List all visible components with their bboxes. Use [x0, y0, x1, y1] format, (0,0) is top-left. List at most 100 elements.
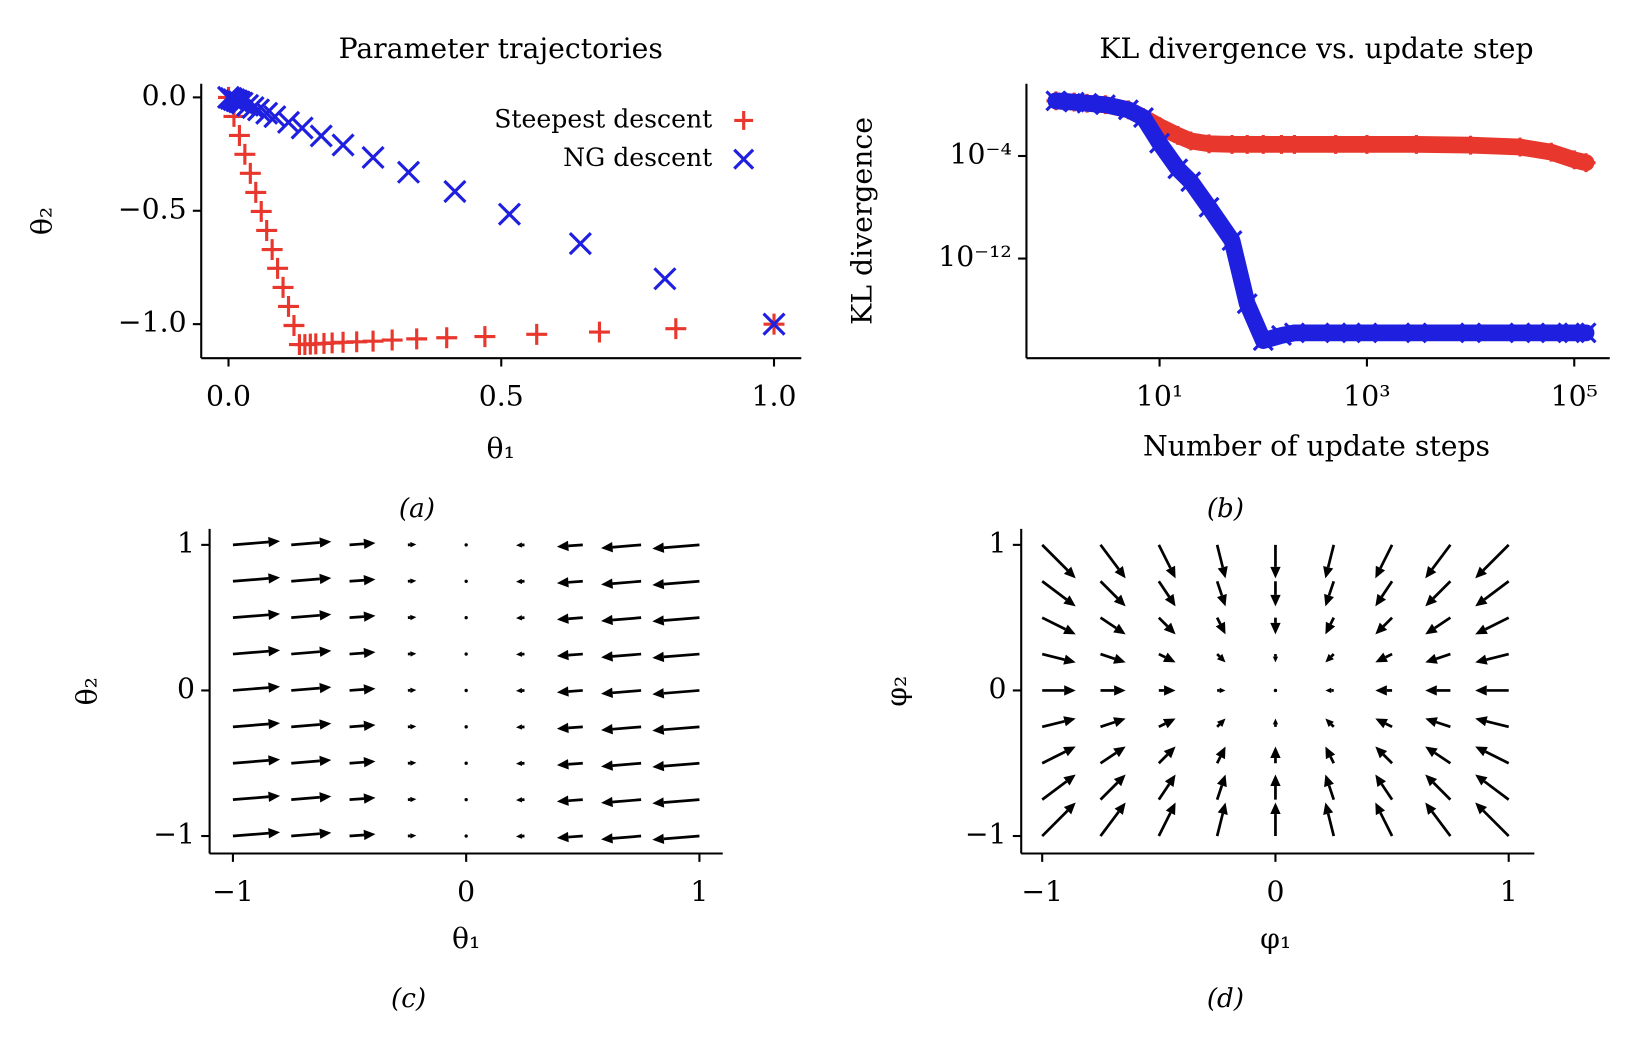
arrow-head: [1324, 593, 1334, 607]
marker: [1357, 134, 1377, 154]
arrow: [516, 724, 525, 730]
arrow-head: [1323, 565, 1334, 579]
marker: [1405, 322, 1427, 344]
arrow-head: [1475, 595, 1488, 607]
marker: [1221, 230, 1243, 252]
arrow: [349, 647, 376, 659]
arrow-shaft: [1099, 781, 1119, 801]
arrow: [601, 760, 642, 771]
arrow: [601, 614, 642, 626]
arrow-head: [1216, 593, 1227, 607]
arrow: [1375, 802, 1394, 837]
marker: [1180, 171, 1202, 193]
arrow-shaft: [1380, 580, 1394, 598]
arrow-head: [601, 614, 613, 626]
arrow: [601, 833, 642, 844]
arrow-shaft: [1099, 616, 1117, 630]
marker: [1252, 330, 1274, 352]
chart-title: Parameter trajectories: [339, 32, 663, 65]
arrow-head: [1063, 774, 1076, 786]
marker: [1253, 134, 1273, 154]
arrow-head: [1475, 746, 1488, 757]
arrow-dot: [464, 834, 468, 838]
marker: [234, 143, 256, 165]
arrow-dot: [464, 615, 468, 620]
arrow: [652, 797, 700, 808]
arrow-head: [410, 833, 417, 839]
marker: [406, 328, 428, 350]
arrow: [1099, 616, 1126, 635]
marker: [1199, 134, 1219, 154]
arrow-head: [1425, 594, 1438, 607]
arrow-shaft: [612, 725, 642, 731]
y-tick-label: 10⁻⁴: [950, 137, 1012, 170]
arrow: [232, 718, 281, 730]
arrow: [1041, 580, 1076, 607]
arrow-head: [601, 578, 613, 589]
arrow: [516, 542, 525, 548]
arrow: [1099, 544, 1126, 579]
x-tick-label: 1: [690, 875, 708, 908]
arrow-shaft: [568, 834, 583, 839]
arrow: [407, 796, 417, 803]
marker: [278, 295, 299, 317]
arrow-shaft: [232, 795, 269, 801]
arrow-head: [1270, 802, 1281, 815]
arrow-head: [1375, 593, 1387, 607]
arrow-head: [1165, 802, 1176, 816]
arrow: [556, 831, 583, 843]
marker: [1461, 135, 1481, 155]
x-axis-label: Number of update steps: [1143, 430, 1490, 463]
arrow: [1158, 652, 1176, 663]
arrow-head: [363, 793, 376, 804]
arrow-head: [652, 688, 665, 699]
marker: [443, 179, 467, 204]
arrow-shaft: [1215, 784, 1224, 801]
marker: [1540, 322, 1562, 344]
arrow: [349, 720, 376, 731]
arrow: [601, 542, 642, 553]
arrow-head: [556, 831, 569, 843]
arrow-shaft: [291, 723, 320, 729]
chart-title: KL divergence vs. update step: [1099, 32, 1533, 65]
arrow-shaft: [1379, 812, 1394, 837]
arrow: [556, 540, 583, 552]
arrow-head: [1217, 565, 1228, 579]
arrow: [1323, 544, 1336, 579]
arrow: [232, 682, 281, 693]
caption: (c): [391, 984, 426, 1014]
arrow-shaft: [349, 833, 365, 838]
arrow: [1475, 716, 1510, 729]
marker: [361, 145, 385, 170]
arrow-head: [1217, 718, 1226, 727]
arrow-dot: [464, 797, 468, 802]
arrow-head: [1425, 746, 1438, 758]
arrow-shaft: [1434, 751, 1452, 765]
arrow-shaft: [232, 722, 269, 729]
arrow-head: [1375, 652, 1388, 663]
arrow-head: [1375, 565, 1386, 579]
arrow-head: [268, 573, 281, 584]
arrow: [464, 688, 468, 693]
arrow-shaft: [568, 761, 583, 766]
arrow: [1475, 616, 1510, 635]
arrow: [1425, 616, 1452, 635]
arrow-head: [1270, 622, 1281, 635]
arrow-head: [1063, 566, 1076, 579]
arrow: [1375, 718, 1393, 729]
arrow-head: [516, 797, 523, 803]
arrow: [1041, 616, 1076, 635]
arrow: [1425, 685, 1451, 696]
arrow-head: [1270, 594, 1281, 607]
arrow: [349, 575, 376, 586]
marker: [250, 200, 272, 222]
arrow: [1270, 544, 1281, 579]
arrow-shaft: [232, 649, 269, 656]
arrow-shaft: [612, 834, 642, 840]
arrow-head: [1324, 774, 1334, 788]
arrow: [349, 611, 376, 622]
arrow-head: [1325, 718, 1334, 727]
y-tick-label: 1: [177, 526, 195, 559]
marker: [228, 125, 250, 146]
arrow: [1216, 718, 1226, 728]
